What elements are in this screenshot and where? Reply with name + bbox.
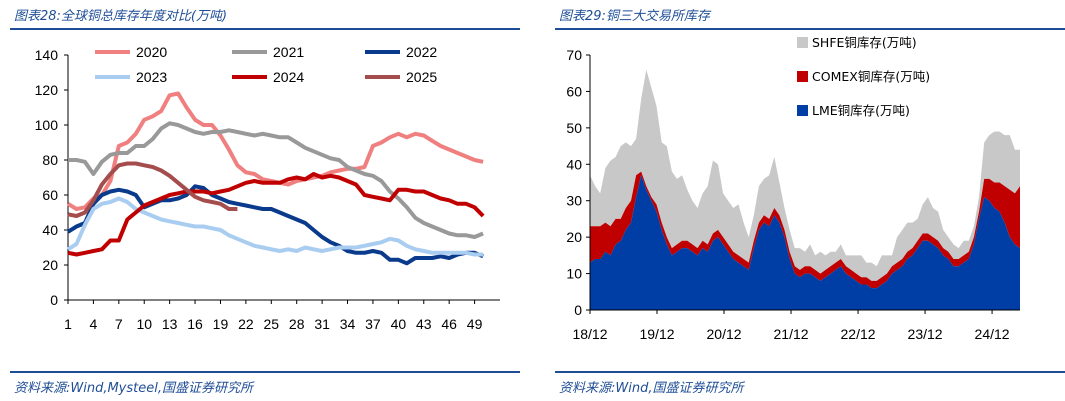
y-tick-label: 50 — [566, 120, 582, 136]
x-tick-label: 28 — [289, 316, 305, 332]
legend-label: COMEX铜库存(万吨) — [812, 69, 930, 84]
legend-label: 2024 — [273, 69, 304, 85]
x-tick-label: 10 — [136, 316, 152, 332]
y-tick-label: 100 — [35, 117, 59, 133]
legend-swatch — [797, 71, 808, 82]
stacked-area-exchange-inventory: 0 10 20 30 40 50 60 70 18/12 19/12 20/12 21/12 22/12… — [566, 35, 1020, 342]
series-line-2023 — [66, 196, 484, 257]
legend-label: 2023 — [136, 69, 167, 85]
y-tick-label: 60 — [42, 187, 58, 203]
x-tick-label: 40 — [391, 316, 407, 332]
x-tick-label: 34 — [340, 316, 356, 332]
legend-label: 2022 — [406, 44, 437, 60]
y-tick-label: 30 — [566, 193, 582, 209]
series-line-2022 — [66, 184, 484, 266]
x-tick-label: 24/12 — [975, 326, 1010, 342]
y-tick-label: 0 — [50, 292, 58, 308]
x-tick-label: 4 — [90, 316, 98, 332]
x-tick-label: 19/12 — [639, 326, 674, 342]
chart-title: 图表29:铜三大交易所库存 — [559, 9, 710, 24]
y-tick-label: 120 — [35, 82, 59, 98]
source-rule — [10, 371, 520, 373]
x-tick-label: 13 — [162, 316, 178, 332]
x-tick-label: 37 — [365, 316, 381, 332]
legend-label: 2020 — [136, 44, 167, 60]
legend-swatch — [797, 105, 808, 116]
legend-label: 2021 — [273, 44, 304, 60]
x-tick-label: 22/12 — [841, 326, 876, 342]
x-tick-label: 19 — [213, 316, 229, 332]
source-rule — [555, 371, 1065, 373]
source-note: 资料来源:Wind,国盛证券研究所 — [559, 381, 744, 396]
x-tick-label: 18/12 — [572, 326, 607, 342]
y-tick-label: 80 — [42, 152, 58, 168]
x-tick-label: 20/12 — [707, 326, 742, 342]
x-tick-label: 22 — [238, 316, 254, 332]
y-tick-label: 60 — [566, 83, 582, 99]
y-tick-label: 70 — [566, 47, 582, 63]
area-series — [590, 69, 1020, 281]
source-note: 资料来源:Wind,Mysteel,国盛证券研究所 — [14, 381, 253, 396]
y-tick-label: 40 — [42, 222, 58, 238]
chart-title: 图表28:全球铜总库存年度对比(万吨) — [14, 9, 228, 24]
title-rule — [555, 28, 1065, 30]
x-tick-label: 21/12 — [774, 326, 809, 342]
title-rule — [10, 28, 520, 30]
x-tick-label: 7 — [115, 316, 123, 332]
legend-label: SHFE铜库存(万吨) — [812, 35, 917, 50]
series-line-2025 — [67, 161, 238, 218]
legend-label: 2025 — [406, 69, 437, 85]
y-tick-label: 0 — [574, 302, 582, 318]
x-tick-label: 49 — [467, 316, 483, 332]
x-tick-label: 25 — [264, 316, 280, 332]
y-tick-label: 40 — [566, 156, 582, 172]
area-series — [590, 175, 1020, 310]
y-tick-label: 20 — [566, 229, 582, 245]
x-tick-label: 31 — [314, 316, 330, 332]
series-line-2021 — [68, 121, 484, 239]
x-tick-label: 23/12 — [908, 326, 943, 342]
x-tick-label: 43 — [416, 316, 432, 332]
legend-label: LME铜库存(万吨) — [812, 103, 910, 118]
series-line-2024 — [67, 172, 485, 257]
x-tick-label: 1 — [64, 316, 72, 332]
y-tick-label: 10 — [566, 266, 582, 282]
right-chart-panel: 图表29:铜三大交易所库存 0 10 20 30 40 50 60 70 18/12 19/12 2… — [545, 0, 1065, 401]
x-tick-label: 16 — [187, 316, 203, 332]
line-chart-annual-inventory: 0 20 40 60 80 100 120 140 1 4 7 10 13 16 19 22 25 28 31 34 3… — [35, 44, 500, 332]
legend-swatch — [797, 37, 808, 48]
y-tick-label: 140 — [35, 47, 59, 63]
x-tick-label: 46 — [441, 316, 457, 332]
left-chart-panel: 图表28:全球铜总库存年度对比(万吨) 0 20 40 60 80 100 120 140 1 4… — [0, 0, 525, 401]
y-tick-label: 20 — [42, 257, 58, 273]
